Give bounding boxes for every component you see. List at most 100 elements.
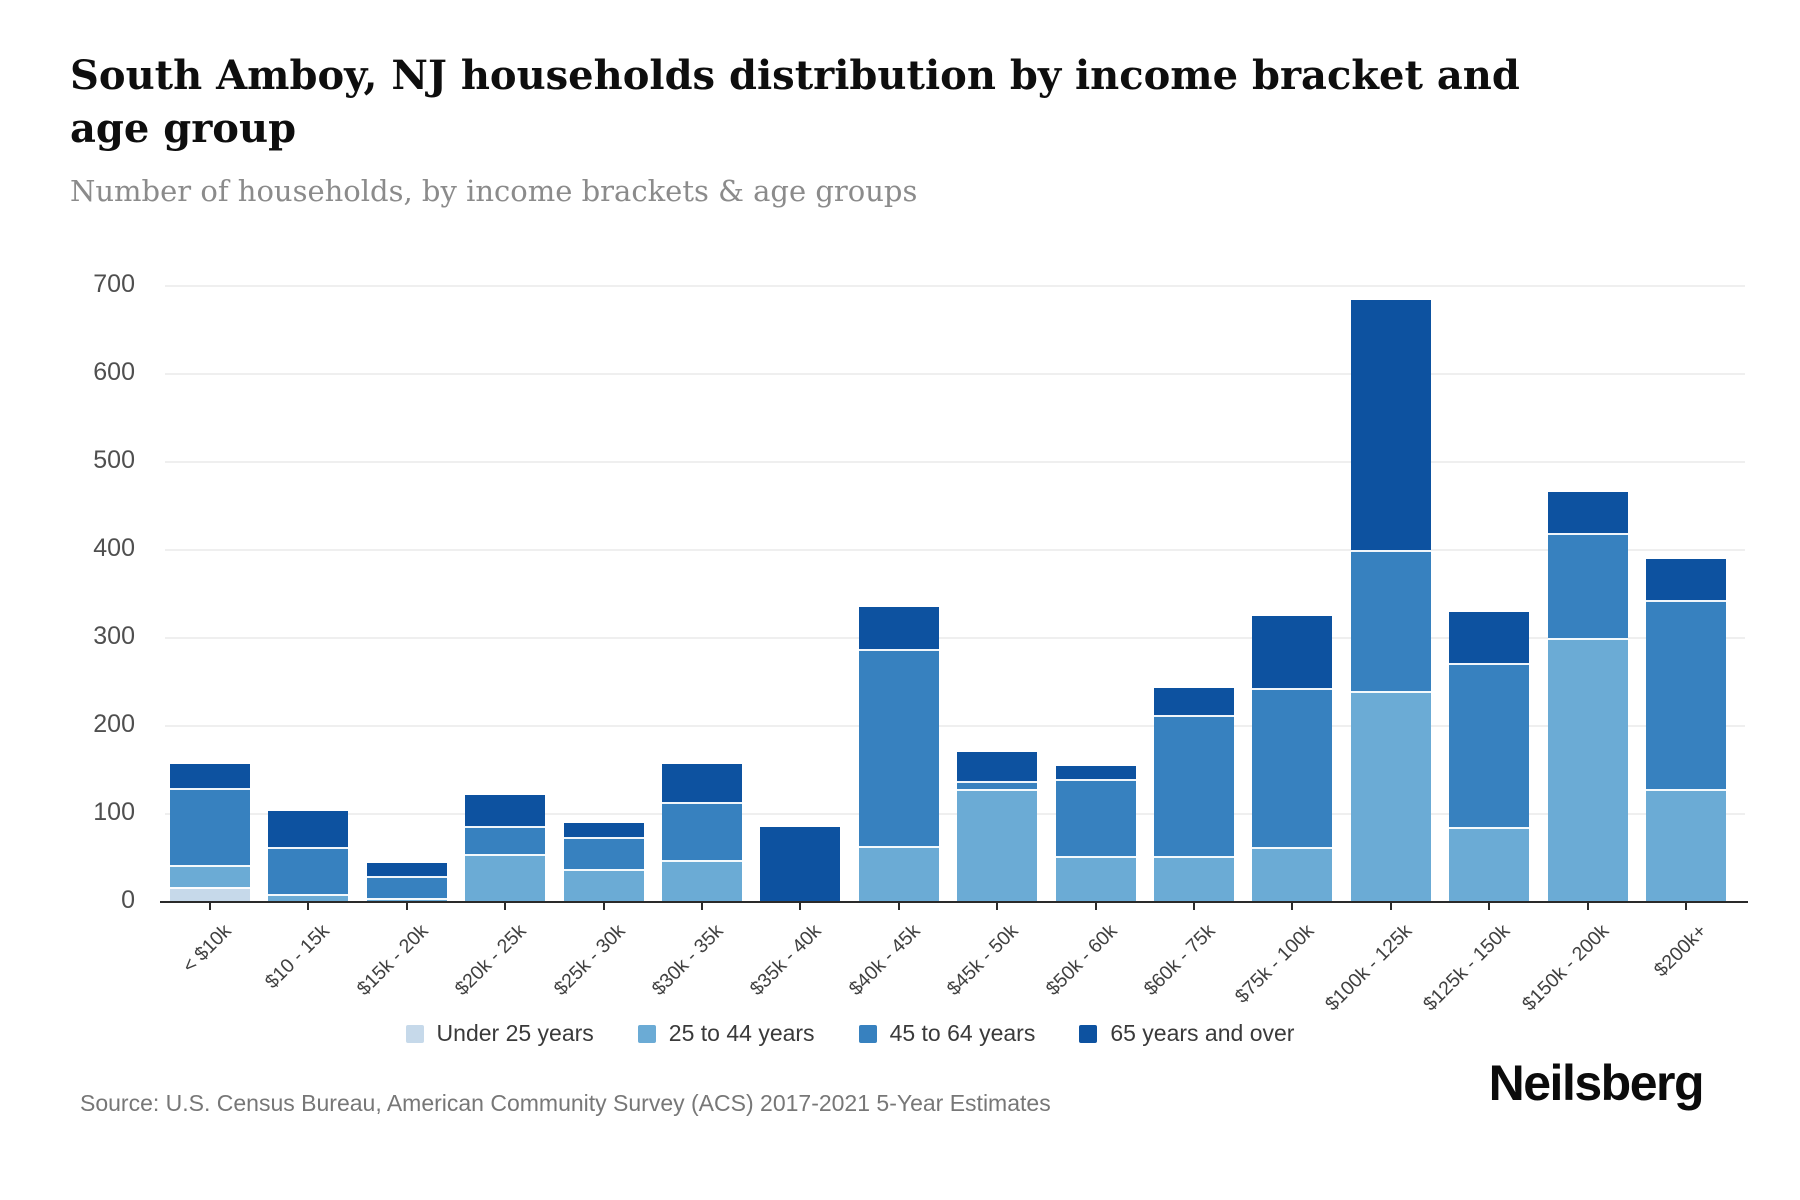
bar-segment-25 to 44 years[interactable] bbox=[1350, 690, 1431, 902]
bar-segment-65 years and over[interactable] bbox=[957, 751, 1038, 781]
gridline bbox=[165, 373, 1745, 375]
bar-$15k - 20k[interactable] bbox=[366, 863, 447, 902]
bar-segment-25 to 44 years[interactable] bbox=[465, 853, 546, 902]
bar-segment-65 years and over[interactable] bbox=[1547, 491, 1628, 534]
y-axis-tick-label: 300 bbox=[93, 622, 135, 650]
bar-segment-65 years and over[interactable] bbox=[1154, 688, 1234, 715]
bar-segment-25 to 44 years[interactable] bbox=[366, 898, 447, 902]
chart-subtitle: Number of households, by income brackets… bbox=[70, 174, 918, 208]
neilsberg-logo[interactable]: Neilsberg bbox=[1488, 1055, 1705, 1111]
legend-swatch bbox=[405, 1024, 424, 1043]
gridline bbox=[165, 725, 1745, 727]
bar-segment-Under 25 years[interactable] bbox=[170, 887, 250, 902]
bar-segment-25 to 44 years[interactable] bbox=[858, 845, 939, 902]
x-axis-tick bbox=[405, 903, 408, 910]
bar-segment-65 years and over[interactable] bbox=[760, 827, 841, 902]
x-axis-label: $125k - 150k bbox=[1419, 920, 1515, 1016]
bar-$25k - 30k[interactable] bbox=[563, 822, 644, 902]
bar-$10 - 15k[interactable] bbox=[268, 810, 349, 902]
bar-segment-25 to 44 years[interactable] bbox=[268, 894, 349, 902]
bar-segment-65 years and over[interactable] bbox=[662, 763, 742, 802]
x-axis-label: $45k - 50k bbox=[942, 920, 1023, 1000]
bar-$150k - 200k[interactable] bbox=[1547, 491, 1628, 902]
bar-segment-25 to 44 years[interactable] bbox=[1646, 789, 1726, 902]
bar-segment-65 years and over[interactable] bbox=[170, 763, 250, 788]
bar-$30k - 35k[interactable] bbox=[662, 763, 742, 902]
bar-$50k - 60k[interactable] bbox=[1055, 765, 1136, 902]
x-axis-tick bbox=[307, 903, 310, 910]
bar-segment-25 to 44 years[interactable] bbox=[957, 789, 1038, 902]
bar-segment-45 to 64 years[interactable] bbox=[563, 836, 644, 870]
gridline bbox=[165, 813, 1745, 815]
bar-segment-45 to 64 years[interactable] bbox=[957, 780, 1038, 790]
bar-segment-65 years and over[interactable] bbox=[465, 794, 546, 827]
bar-segment-25 to 44 years[interactable] bbox=[1449, 827, 1530, 902]
bar-segment-65 years and over[interactable] bbox=[1449, 611, 1530, 663]
gridline bbox=[165, 637, 1745, 639]
y-axis-tick-label: 200 bbox=[93, 710, 135, 738]
legend-label: 25 to 44 years bbox=[668, 1020, 815, 1046]
bar-segment-65 years and over[interactable] bbox=[1350, 300, 1431, 551]
bar-segment-25 to 44 years[interactable] bbox=[1154, 856, 1234, 902]
bar-$200k+[interactable] bbox=[1646, 558, 1726, 902]
bar-< $10k[interactable] bbox=[170, 763, 250, 902]
legend-swatch bbox=[1079, 1024, 1098, 1043]
bar-segment-45 to 64 years[interactable] bbox=[1252, 688, 1333, 847]
y-axis-tick-label: 400 bbox=[93, 534, 135, 562]
legend-item-25 to 44 years[interactable]: 25 to 44 years bbox=[637, 1020, 815, 1047]
bar-segment-25 to 44 years[interactable] bbox=[563, 869, 644, 902]
bar-segment-45 to 64 years[interactable] bbox=[1449, 662, 1530, 828]
bar-segment-65 years and over[interactable] bbox=[1252, 616, 1333, 689]
bar-$40k - 45k[interactable] bbox=[858, 607, 939, 902]
bar-segment-65 years and over[interactable] bbox=[1055, 765, 1136, 779]
bar-segment-25 to 44 years[interactable] bbox=[1252, 846, 1333, 902]
bar-$75k - 100k[interactable] bbox=[1252, 616, 1333, 902]
bar-segment-45 to 64 years[interactable] bbox=[1547, 533, 1628, 638]
bar-segment-25 to 44 years[interactable] bbox=[662, 859, 742, 902]
x-axis-tick bbox=[1586, 903, 1589, 910]
bar-segment-45 to 64 years[interactable] bbox=[366, 875, 447, 899]
legend-item-45 to 64 years[interactable]: 45 to 64 years bbox=[858, 1020, 1035, 1047]
legend-label: 65 years and over bbox=[1110, 1020, 1295, 1046]
bar-segment-45 to 64 years[interactable] bbox=[1646, 600, 1726, 790]
x-axis-tick bbox=[1685, 903, 1687, 910]
chart-legend: Under 25 years 25 to 44 years 45 to 64 yea… bbox=[0, 1020, 1700, 1047]
bar-segment-65 years and over[interactable] bbox=[1646, 558, 1726, 601]
bar-segment-45 to 64 years[interactable] bbox=[465, 826, 546, 854]
y-axis-tick-label: 600 bbox=[93, 358, 135, 386]
bar-segment-25 to 44 years[interactable] bbox=[170, 865, 250, 888]
bar-segment-25 to 44 years[interactable] bbox=[1055, 856, 1136, 902]
legend-item-Under 25 years[interactable]: Under 25 years bbox=[405, 1020, 594, 1047]
x-axis-label: $35k - 40k bbox=[746, 920, 826, 1000]
bar-$35k - 40k[interactable] bbox=[760, 827, 841, 902]
x-axis-line bbox=[160, 901, 1748, 903]
x-axis-label: $40k - 45k bbox=[844, 920, 925, 1000]
x-axis-label: $10 - 15k bbox=[260, 920, 334, 994]
y-axis-tick-label: 700 bbox=[93, 270, 135, 298]
legend-item-65 years and over[interactable]: 65 years and over bbox=[1079, 1020, 1294, 1047]
bar-segment-45 to 64 years[interactable] bbox=[1154, 714, 1234, 857]
x-axis-tick bbox=[209, 903, 211, 910]
bar-segment-65 years and over[interactable] bbox=[563, 822, 644, 837]
bar-segment-45 to 64 years[interactable] bbox=[170, 787, 250, 866]
bar-segment-45 to 64 years[interactable] bbox=[1350, 550, 1431, 691]
bar-segment-45 to 64 years[interactable] bbox=[858, 648, 939, 846]
bar-segment-65 years and over[interactable] bbox=[366, 863, 447, 876]
x-axis-tick bbox=[897, 903, 900, 910]
x-axis-label: $150k - 200k bbox=[1517, 920, 1614, 1016]
bar-segment-65 years and over[interactable] bbox=[268, 810, 349, 847]
bar-segment-45 to 64 years[interactable] bbox=[662, 801, 742, 860]
legend-label: Under 25 years bbox=[436, 1020, 594, 1046]
bar-$100k - 125k[interactable] bbox=[1350, 300, 1431, 902]
plot-area bbox=[165, 285, 1745, 902]
bar-segment-25 to 44 years[interactable] bbox=[1547, 638, 1628, 902]
bar-$45k - 50k[interactable] bbox=[957, 751, 1038, 902]
bar-segment-45 to 64 years[interactable] bbox=[1055, 778, 1136, 857]
bar-segment-45 to 64 years[interactable] bbox=[268, 846, 349, 895]
bar-$20k - 25k[interactable] bbox=[465, 794, 546, 902]
x-axis-label: < $10k bbox=[178, 920, 236, 978]
bar-$60k - 75k[interactable] bbox=[1154, 688, 1234, 902]
bar-$125k - 150k[interactable] bbox=[1449, 611, 1530, 902]
x-axis-tick bbox=[504, 903, 507, 910]
bar-segment-65 years and over[interactable] bbox=[858, 607, 939, 649]
